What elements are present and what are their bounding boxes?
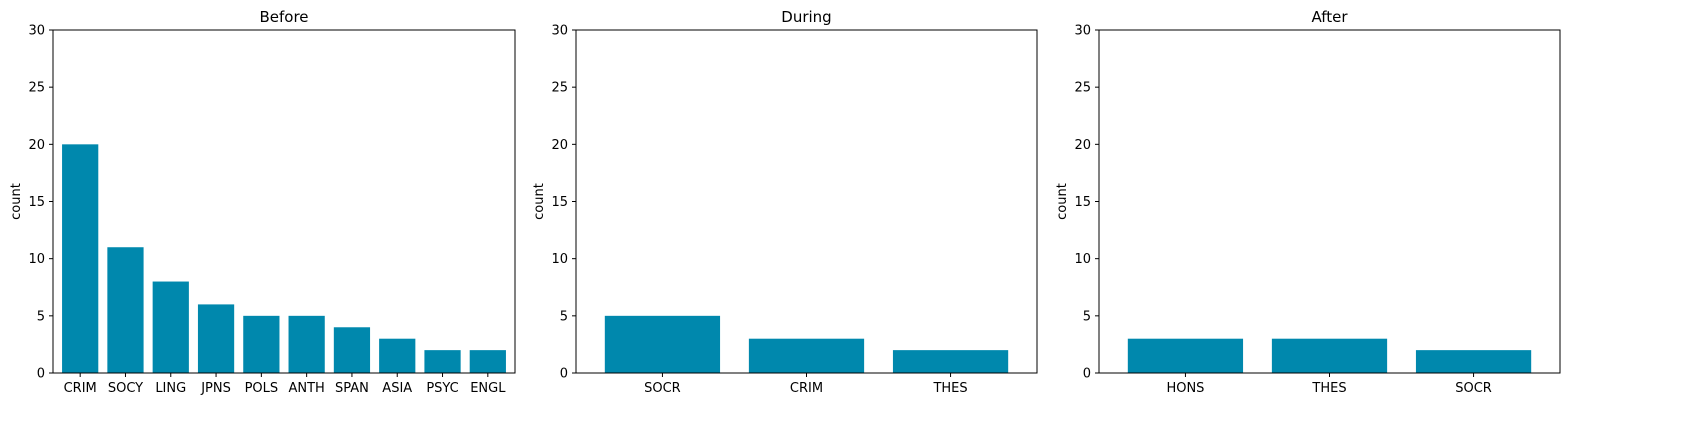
- bar-thes: [1271, 338, 1388, 373]
- x-tick-label: SOCR: [644, 381, 681, 396]
- bar-psyc: [424, 350, 461, 373]
- x-tick-label: THES: [932, 381, 967, 396]
- bar-thes: [892, 350, 1009, 373]
- x-tick-label: SPAN: [335, 381, 369, 396]
- y-tick-label: 25: [1074, 81, 1091, 96]
- y-tick-label: 25: [551, 81, 568, 96]
- y-tick-label: 5: [1083, 309, 1091, 324]
- y-tick-label: 15: [1074, 195, 1091, 210]
- bar-anth: [288, 315, 325, 373]
- chart-panel-0: 0 5 10 15 20 25 30 CRIM SOCY LING JPNS POLS ANTH SPAN…: [9, 8, 516, 396]
- chart-title: After: [1311, 8, 1348, 26]
- x-tick-label: HONS: [1166, 381, 1204, 396]
- bar-socy: [107, 247, 144, 373]
- y-tick-label: 20: [551, 138, 568, 153]
- y-axis-label: count: [9, 183, 24, 220]
- axes-frame: [1098, 29, 1561, 374]
- y-tick-label: 10: [28, 252, 45, 267]
- bar-socr: [1415, 350, 1532, 373]
- y-tick-label: 30: [551, 24, 568, 39]
- x-tick-label: SOCR: [1455, 381, 1492, 396]
- y-axis-label: count: [1055, 183, 1070, 220]
- y-tick-label: 20: [28, 138, 45, 153]
- bar-socr: [604, 315, 721, 373]
- y-tick-label: 0: [560, 367, 568, 382]
- y-tick-label: 10: [1074, 252, 1091, 267]
- bar-asia: [379, 338, 416, 373]
- bar-crim: [748, 338, 865, 373]
- y-tick-label: 30: [1074, 24, 1091, 39]
- x-tick-label: CRIM: [64, 381, 97, 396]
- bar-jpns: [197, 304, 235, 373]
- chart-title: Before: [259, 8, 308, 26]
- x-tick-label: ENGL: [470, 381, 506, 396]
- y-tick-label: 0: [1083, 367, 1091, 382]
- x-tick-label: JPNS: [200, 381, 231, 396]
- bar-hons: [1127, 338, 1244, 373]
- y-tick-label: 20: [1074, 138, 1091, 153]
- bar-engl: [469, 350, 506, 373]
- bar-ling: [152, 281, 189, 373]
- y-tick-label: 15: [28, 195, 45, 210]
- x-tick-label: PSYC: [426, 381, 458, 396]
- y-tick-label: 25: [28, 81, 45, 96]
- chart-title: During: [781, 8, 831, 26]
- y-tick-label: 0: [37, 367, 45, 382]
- x-tick-label: SOCY: [108, 381, 143, 396]
- y-tick-label: 10: [551, 252, 568, 267]
- y-tick-label: 5: [560, 309, 568, 324]
- bar-span: [333, 327, 371, 373]
- bar-crim: [62, 144, 99, 373]
- chart-panel-1: 0 5 10 15 20 25 30 SOCR CRIM THES During count: [532, 8, 1038, 396]
- x-tick-label: ASIA: [382, 381, 412, 396]
- y-tick-label: 30: [28, 24, 45, 39]
- y-axis-label: count: [532, 183, 547, 220]
- x-tick-label: CRIM: [790, 381, 823, 396]
- x-tick-label: THES: [1311, 381, 1346, 396]
- x-tick-label: LING: [155, 381, 186, 396]
- y-tick-label: 15: [551, 195, 568, 210]
- x-tick-label: POLS: [245, 381, 279, 396]
- chart-panel-2: 0 5 10 15 20 25 30 HONS THES SOCR After count: [1055, 8, 1561, 396]
- y-tick-label: 5: [37, 309, 45, 324]
- bar-pols: [243, 315, 280, 373]
- x-tick-label: ANTH: [288, 381, 324, 396]
